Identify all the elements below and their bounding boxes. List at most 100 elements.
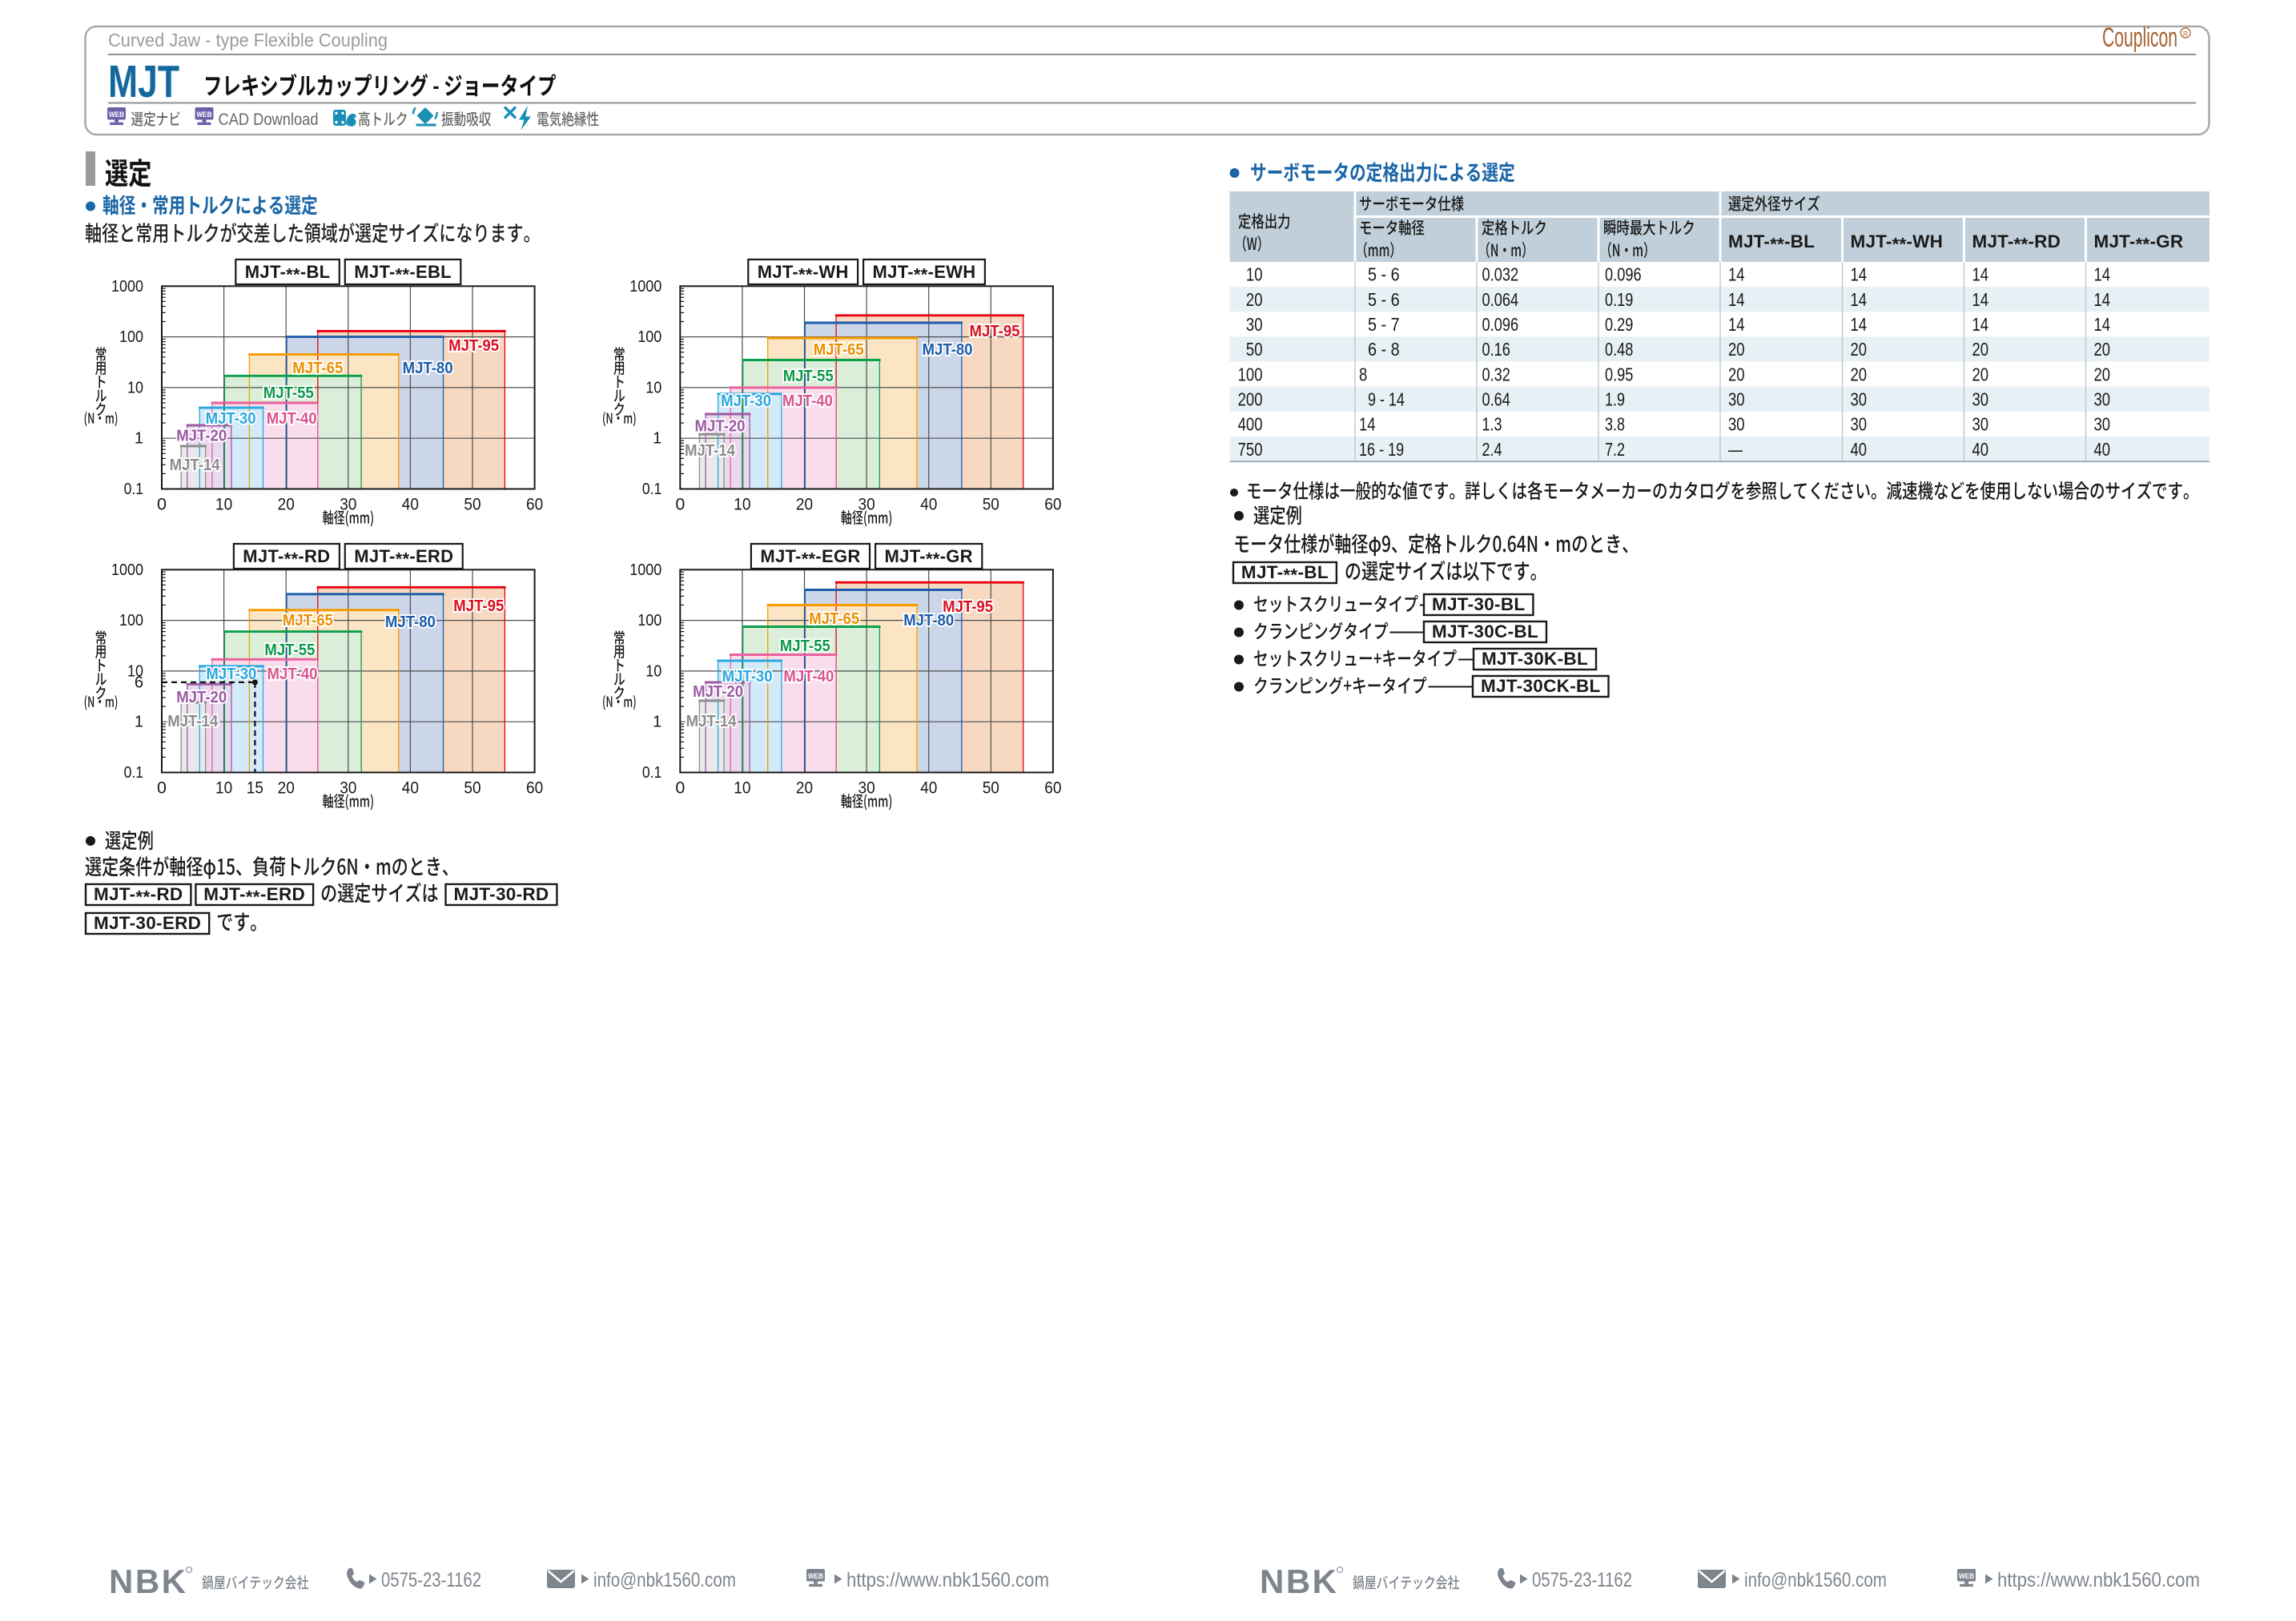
- svg-text:MJT-80: MJT-80: [403, 359, 453, 377]
- svg-text:0.48: 0.48: [1605, 339, 1633, 360]
- svg-text:10: 10: [1246, 264, 1263, 285]
- svg-text:MJT-**-GR: MJT-**-GR: [2094, 231, 2184, 255]
- svg-text:MJT-30-RD: MJT-30-RD: [454, 884, 549, 904]
- svg-text:14: 14: [1972, 264, 1989, 285]
- svg-text:1: 1: [653, 714, 661, 731]
- svg-text:0.1: 0.1: [642, 481, 661, 498]
- svg-text:40: 40: [1851, 439, 1868, 460]
- svg-text:0.064: 0.064: [1482, 289, 1519, 310]
- svg-text:WEB: WEB: [1959, 1572, 1974, 1581]
- svg-text:20: 20: [1972, 364, 1989, 384]
- svg-text:MJT-95: MJT-95: [448, 336, 499, 355]
- svg-text:750: 750: [1238, 439, 1263, 460]
- svg-text:30: 30: [2094, 414, 2111, 435]
- svg-text:MJT-**-RD: MJT-**-RD: [94, 884, 183, 907]
- svg-text:30: 30: [858, 778, 875, 798]
- svg-text:MJT-40: MJT-40: [783, 667, 834, 686]
- svg-text:0.16: 0.16: [1482, 339, 1510, 360]
- svg-text:0.096: 0.096: [1482, 314, 1519, 335]
- svg-text:0575-23-1162: 0575-23-1162: [381, 1569, 481, 1591]
- svg-text:60: 60: [526, 495, 543, 514]
- svg-text:9 - 14: 9 - 14: [1368, 388, 1405, 409]
- svg-text:MJT-**-EGR: MJT-**-EGR: [760, 546, 860, 569]
- svg-text:MJT-20: MJT-20: [176, 427, 227, 445]
- svg-text:MJT-80: MJT-80: [385, 613, 436, 631]
- svg-text:30: 30: [1972, 414, 1989, 435]
- svg-text:R: R: [2183, 30, 2188, 38]
- svg-text:14: 14: [2094, 264, 2111, 285]
- svg-text:–: –: [1728, 439, 1743, 460]
- svg-text:14: 14: [1851, 264, 1868, 285]
- svg-text:MJT-65: MJT-65: [814, 340, 864, 359]
- svg-text:MJT-20: MJT-20: [693, 682, 743, 701]
- svg-text:20: 20: [1851, 364, 1868, 384]
- svg-text:40: 40: [2094, 439, 2111, 460]
- svg-text:30: 30: [1246, 314, 1263, 335]
- svg-text:MJT-80: MJT-80: [903, 611, 954, 629]
- svg-text:0.19: 0.19: [1605, 289, 1633, 310]
- svg-text:30: 30: [858, 495, 875, 514]
- svg-text:60: 60: [526, 778, 543, 798]
- svg-text:MJT-14: MJT-14: [686, 712, 738, 730]
- svg-text:MJT-30: MJT-30: [721, 392, 771, 410]
- svg-text:MJT-55: MJT-55: [780, 637, 830, 655]
- svg-text:14: 14: [2094, 289, 2111, 310]
- svg-text:40: 40: [402, 495, 419, 514]
- svg-text:10: 10: [734, 778, 750, 798]
- svg-text:MJT-95: MJT-95: [943, 597, 993, 616]
- svg-text:0.032: 0.032: [1482, 264, 1519, 285]
- svg-text:3.8: 3.8: [1605, 414, 1625, 435]
- svg-text:20: 20: [1728, 339, 1745, 360]
- svg-text:100: 100: [119, 612, 143, 629]
- svg-text:MJT-65: MJT-65: [809, 609, 859, 628]
- svg-text:50: 50: [464, 778, 481, 798]
- svg-text:0: 0: [157, 495, 167, 514]
- svg-text:1000: 1000: [629, 278, 661, 296]
- svg-text:40: 40: [920, 778, 937, 798]
- svg-text:20: 20: [2094, 364, 2111, 384]
- svg-text:14: 14: [1728, 264, 1745, 285]
- svg-text:MJT-95: MJT-95: [453, 597, 504, 615]
- svg-text:15: 15: [247, 778, 263, 798]
- svg-text:50: 50: [464, 495, 481, 514]
- svg-text:14: 14: [1972, 289, 1989, 310]
- svg-text:5 - 6: 5 - 6: [1368, 264, 1400, 285]
- svg-text:MJT-40: MJT-40: [267, 665, 318, 683]
- svg-text:WEB: WEB: [109, 111, 124, 119]
- svg-text:MJT-**-RD: MJT-**-RD: [243, 546, 330, 569]
- svg-text:MJT-**-BL: MJT-**-BL: [245, 262, 331, 285]
- svg-text:MJT-55: MJT-55: [263, 384, 314, 402]
- svg-text:2.4: 2.4: [1482, 439, 1502, 460]
- svg-text:100: 100: [1238, 364, 1263, 384]
- svg-text:MJT-**-GR: MJT-**-GR: [885, 546, 973, 569]
- svg-text:8: 8: [1359, 364, 1367, 384]
- svg-text:20: 20: [796, 495, 813, 514]
- svg-text:MJT-30: MJT-30: [206, 665, 256, 683]
- svg-text:MJT-95: MJT-95: [970, 322, 1020, 340]
- svg-text:MJT-40: MJT-40: [267, 409, 317, 428]
- svg-text:1.9: 1.9: [1605, 388, 1625, 409]
- svg-text:MJT-80: MJT-80: [923, 340, 973, 359]
- svg-text:0.29: 0.29: [1605, 314, 1633, 335]
- svg-text:30: 30: [1851, 414, 1868, 435]
- svg-text:14: 14: [1728, 314, 1745, 335]
- svg-text:MJT-55: MJT-55: [264, 641, 315, 659]
- svg-text:20: 20: [2094, 339, 2111, 360]
- svg-text:0: 0: [157, 778, 167, 798]
- svg-text:20: 20: [278, 495, 295, 514]
- svg-text:5 - 6: 5 - 6: [1368, 289, 1400, 310]
- svg-text:0.1: 0.1: [124, 764, 143, 782]
- svg-text:100: 100: [637, 612, 661, 629]
- svg-text:MJT-30: MJT-30: [722, 667, 773, 686]
- svg-text:30: 30: [2094, 388, 2111, 409]
- svg-text:50: 50: [1246, 339, 1263, 360]
- svg-text:Couplicon: Couplicon: [2102, 22, 2177, 53]
- svg-text:https://www.nbk1560.com: https://www.nbk1560.com: [846, 1569, 1049, 1591]
- svg-text:MJT-14: MJT-14: [167, 712, 219, 730]
- svg-text:0.32: 0.32: [1482, 364, 1510, 384]
- svg-text:50: 50: [983, 778, 999, 798]
- svg-text:info@nbk1560.com: info@nbk1560.com: [1744, 1569, 1887, 1591]
- svg-text:400: 400: [1238, 414, 1263, 435]
- svg-text:30: 30: [1851, 388, 1868, 409]
- svg-text:60: 60: [1044, 495, 1061, 514]
